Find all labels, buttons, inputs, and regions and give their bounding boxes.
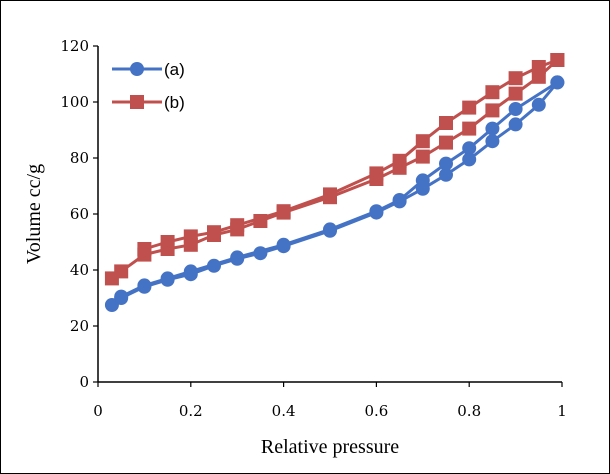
series-b-point xyxy=(439,135,453,150)
series-b-point xyxy=(415,149,430,164)
series-b-point xyxy=(462,100,477,115)
series-a-point xyxy=(276,237,291,252)
series-b-point xyxy=(183,229,198,244)
series-a-point xyxy=(531,97,546,112)
series-b-point xyxy=(462,121,477,136)
series-a-point xyxy=(114,289,129,304)
legend-label-b: (b) xyxy=(164,93,185,112)
series-b-point xyxy=(508,86,523,101)
x-tick-label: 1 xyxy=(557,402,567,420)
series-b-point xyxy=(369,166,384,181)
x-tick-label: 0.6 xyxy=(364,402,388,420)
y-tick-label: 60 xyxy=(70,205,89,223)
series-b-point xyxy=(485,85,500,100)
series-b-point xyxy=(253,214,268,228)
series-b-point xyxy=(531,60,546,74)
series-a-point xyxy=(183,264,198,279)
y-tick-label: 0 xyxy=(79,373,89,391)
x-tick-label: 0.4 xyxy=(272,402,296,420)
series-a-point xyxy=(550,75,565,90)
series-b-point xyxy=(160,235,175,249)
series-b-point xyxy=(392,153,407,168)
x-axis-title: Relative pressure xyxy=(261,436,399,458)
y-axis-title: Volume cc/g xyxy=(23,164,45,264)
legend-marker-a xyxy=(130,62,144,76)
series-b-point xyxy=(508,71,523,86)
y-tick-label: 80 xyxy=(70,149,89,167)
series-a-point xyxy=(462,152,477,167)
series-a-point xyxy=(230,250,245,265)
series-b-point xyxy=(207,225,221,240)
series-b-point xyxy=(323,187,337,202)
series-layer xyxy=(104,53,565,312)
y-tick-label: 40 xyxy=(70,261,89,279)
series-a-point xyxy=(439,156,453,171)
series-a-point xyxy=(137,278,152,293)
series-b-point xyxy=(230,218,245,233)
series-b-point xyxy=(137,242,152,256)
series-b-point xyxy=(550,53,565,67)
x-tick-label: 0.8 xyxy=(457,402,481,420)
ticks: 0 20 40 60 80 100 120 0 0.2 0.4 0.6 0.8 1 xyxy=(60,37,566,420)
series-a-point xyxy=(253,246,268,261)
series-a-point xyxy=(508,102,523,116)
series-a-point xyxy=(439,167,453,182)
series-a-point xyxy=(485,134,500,149)
series-a-point xyxy=(415,173,430,188)
legend-label-a: (a) xyxy=(164,60,185,79)
legend-marker-b xyxy=(130,95,144,109)
series-b-point xyxy=(114,264,129,279)
series-a-point xyxy=(485,121,500,136)
series-b-point xyxy=(276,204,291,219)
x-tick-label: 0.2 xyxy=(179,402,203,420)
series-a-point xyxy=(207,258,221,273)
series-b-desorption-line xyxy=(143,58,558,251)
series-a-point xyxy=(160,271,175,286)
x-tick-label: 0 xyxy=(93,402,103,420)
series-a-point xyxy=(369,204,384,219)
series-b-point xyxy=(415,134,430,149)
y-tick-label: 100 xyxy=(60,93,89,111)
series-b-point xyxy=(485,103,500,118)
y-tick-label: 120 xyxy=(60,37,89,55)
series-b-point xyxy=(439,116,453,130)
series-a-point xyxy=(392,193,407,207)
y-tick-label: 20 xyxy=(70,317,89,335)
series-a-point xyxy=(508,117,523,132)
series-a-point xyxy=(323,222,337,237)
legend: (a) (b) xyxy=(112,60,185,112)
series-a-point xyxy=(462,141,477,156)
